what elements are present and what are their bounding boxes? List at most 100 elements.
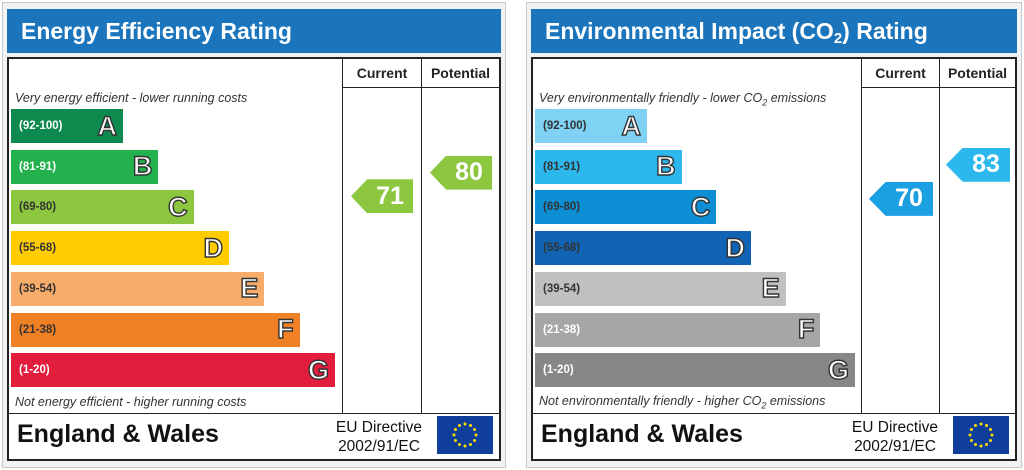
- band-range-label: (81-91): [543, 160, 581, 173]
- band-letter: A: [97, 110, 118, 141]
- band-g: (1-20) G: [535, 353, 855, 388]
- footer-directive: EU Directive 2002/91/EC: [845, 418, 945, 456]
- band-letter: C: [167, 191, 188, 222]
- band-range-label: (39-54): [543, 282, 581, 295]
- eu-star: [974, 443, 977, 447]
- eu-flag-icon: [437, 416, 493, 454]
- top-caption: Very environmentally friendly - lower CO…: [539, 91, 827, 108]
- eu-star: [473, 428, 477, 431]
- band-letter: E: [240, 273, 259, 304]
- band-letter: B: [132, 151, 153, 182]
- band-f: (21-38) F: [535, 312, 821, 347]
- eu-star: [458, 443, 461, 447]
- band-d: (55-68) D: [535, 231, 751, 266]
- energy-efficiency-panel: Energy Efficiency Rating Current Potenti…: [2, 2, 506, 468]
- header-divider: [342, 87, 499, 88]
- band-letter: B: [655, 151, 676, 182]
- top-caption: Very energy efficient - lower running co…: [15, 91, 248, 105]
- eu-star: [463, 422, 467, 426]
- eu-star: [968, 433, 972, 437]
- band-range-label: (55-68): [19, 242, 57, 255]
- band-range-label: (92-100): [19, 120, 63, 132]
- band-c: (69-80) C: [535, 190, 717, 225]
- eu-star: [989, 428, 993, 431]
- band-e: (39-54) E: [11, 271, 265, 306]
- band-b: (81-91) B: [535, 149, 682, 184]
- current-column-header: Current: [875, 65, 926, 81]
- band-letter: G: [827, 354, 849, 385]
- eu-star: [463, 444, 467, 448]
- footer-directive: EU Directive 2002/91/EC: [327, 418, 431, 456]
- eu-star: [985, 423, 988, 427]
- energy-title: Energy Efficiency Rating: [7, 9, 501, 53]
- footer-region: England & Wales: [17, 420, 219, 448]
- band-letter: C: [690, 191, 711, 222]
- band-range-label: (39-54): [19, 282, 57, 295]
- band-d: (55-68) D: [11, 231, 229, 266]
- band-letter: D: [725, 232, 746, 263]
- band-range-label: (1-20): [543, 364, 574, 377]
- environment-chart-box: Current Potential Very environmentally f…: [531, 57, 1017, 461]
- eu-star: [469, 443, 472, 447]
- potential-rating-arrow: 80: [430, 155, 492, 190]
- band-range-label: (21-38): [543, 323, 581, 336]
- eu-star: [458, 423, 461, 427]
- band-range-label: (55-68): [543, 242, 581, 255]
- band-a: (92-100) A: [535, 109, 647, 143]
- potential-column-divider: [939, 59, 940, 413]
- eu-star: [453, 439, 457, 442]
- directive-line-1: EU Directive: [335, 419, 423, 436]
- band-range-label: (81-91): [19, 160, 57, 173]
- band-range-label: (69-80): [543, 201, 581, 214]
- environmental-impact-panel: Environmental Impact (CO2) Rating Curren…: [526, 2, 1022, 468]
- eu-star: [985, 443, 988, 447]
- eu-star: [469, 423, 472, 427]
- eu-star: [979, 422, 983, 426]
- current-rating-arrow: 70: [869, 181, 933, 216]
- eu-star: [473, 439, 477, 442]
- bottom-caption: Not energy efficient - higher running co…: [15, 395, 247, 409]
- eu-flag-icon: [953, 416, 1009, 454]
- potential-column-header: Potential: [947, 65, 1008, 81]
- footer-region: England & Wales: [541, 420, 743, 448]
- current-column-header: Current: [356, 65, 408, 81]
- potential-column-divider: [421, 59, 422, 413]
- eu-star: [474, 433, 478, 437]
- band-b: (81-91) B: [11, 149, 159, 184]
- eu-star: [969, 428, 973, 431]
- current-column-divider: [342, 59, 343, 413]
- eu-star: [990, 433, 994, 437]
- bottom-caption: Not environmentally friendly - higher CO…: [539, 394, 826, 411]
- band-letter: G: [307, 354, 329, 385]
- band-range-label: (92-100): [543, 120, 587, 132]
- band-e: (39-54) E: [535, 271, 786, 306]
- band-letter: E: [761, 273, 780, 304]
- eu-star: [969, 439, 973, 442]
- band-f: (21-38) F: [11, 312, 300, 347]
- header-divider: [861, 87, 1015, 88]
- potential-column-header: Potential: [430, 65, 491, 81]
- band-letter: F: [276, 314, 294, 344]
- footer-divider: [533, 413, 1015, 414]
- band-c: (69-80) C: [11, 190, 194, 225]
- band-range-label: (1-20): [19, 364, 50, 377]
- current-column-divider: [861, 59, 862, 413]
- eu-star: [989, 439, 993, 442]
- band-a: (92-100) A: [11, 109, 123, 143]
- eu-star: [453, 428, 457, 431]
- band-range-label: (21-38): [19, 323, 57, 336]
- band-g: (1-20) G: [11, 353, 335, 388]
- band-letter: A: [621, 110, 642, 141]
- current-rating-arrow: 71: [351, 179, 413, 214]
- directive-line-2: 2002/91/EC: [338, 438, 420, 455]
- band-letter: D: [203, 232, 224, 263]
- potential-rating-arrow: 83: [946, 147, 1010, 182]
- eu-star: [452, 433, 456, 437]
- band-letter: F: [797, 314, 815, 344]
- footer-divider: [9, 413, 499, 414]
- energy-chart-box: Current Potential Very energy efficient …: [7, 57, 501, 461]
- band-range-label: (69-80): [19, 201, 57, 214]
- eu-star: [979, 444, 983, 448]
- eu-star: [974, 423, 977, 427]
- environment-title: Environmental Impact (CO2) Rating: [531, 9, 1017, 53]
